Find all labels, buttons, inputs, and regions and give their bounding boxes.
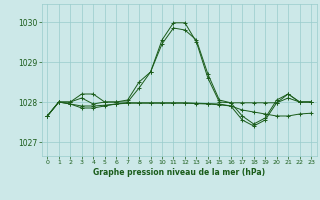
X-axis label: Graphe pression niveau de la mer (hPa): Graphe pression niveau de la mer (hPa) (93, 168, 265, 177)
